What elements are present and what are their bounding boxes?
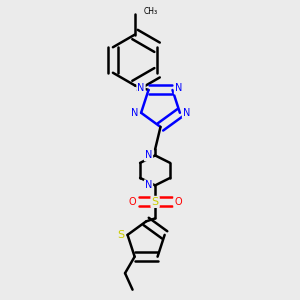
Text: S: S xyxy=(117,230,124,240)
Text: N: N xyxy=(145,150,152,161)
Text: N: N xyxy=(137,83,145,94)
Text: N: N xyxy=(183,108,190,118)
Text: N: N xyxy=(145,180,152,190)
Text: CH₃: CH₃ xyxy=(144,8,158,16)
Text: O: O xyxy=(128,197,136,207)
Text: N: N xyxy=(131,108,138,118)
Text: O: O xyxy=(174,197,182,207)
Text: N: N xyxy=(175,83,182,94)
Text: S: S xyxy=(152,197,159,207)
